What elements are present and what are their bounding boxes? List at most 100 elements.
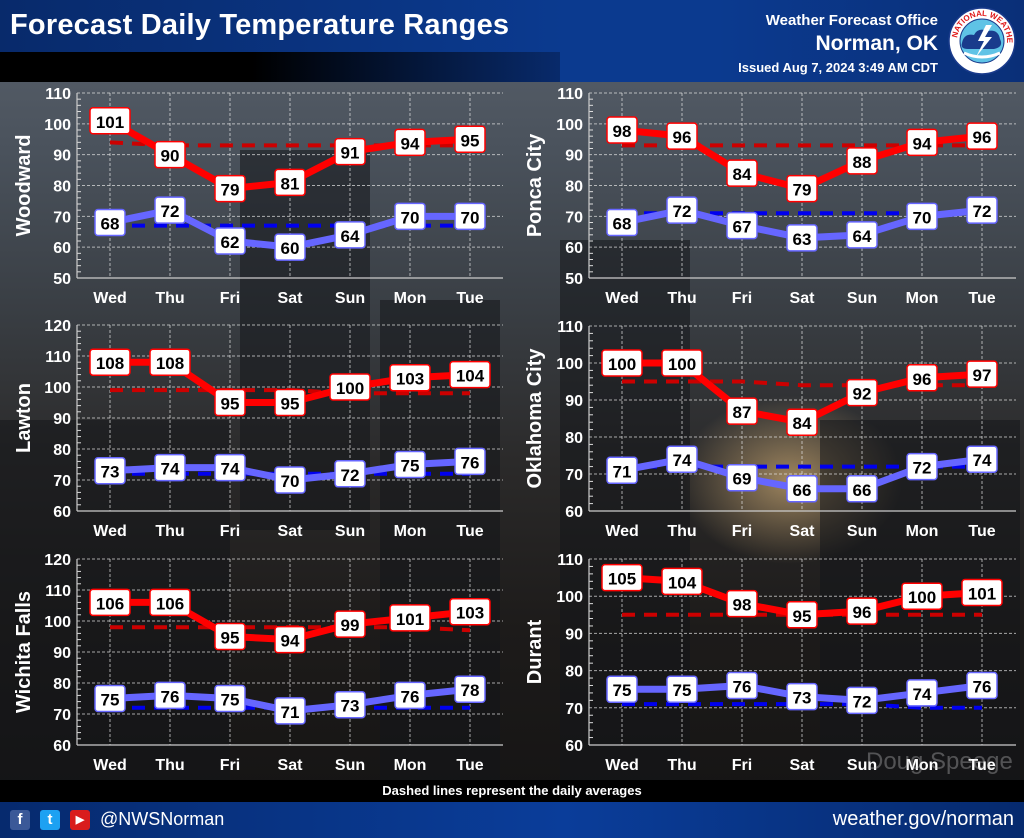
low-temp-point <box>94 456 126 485</box>
high-temp-point <box>449 597 491 626</box>
x-tick-label: Sun <box>847 757 877 774</box>
high-temp-label: 106 <box>156 594 184 613</box>
high-temp-point <box>961 578 1003 607</box>
website-link[interactable]: weather.gov/norman <box>832 808 1014 830</box>
photo-credit-watermark: Doug Speege <box>866 748 1013 775</box>
low-temp-point <box>726 671 758 700</box>
footer-bar: f t ▶ @NWSNorman weather.gov/norman <box>0 802 1024 838</box>
high-temp-label: 104 <box>668 573 697 592</box>
high-temp-point <box>846 378 878 407</box>
office-city: Norman, OK <box>815 32 938 55</box>
x-tick-label: Fri <box>220 523 240 540</box>
low-temp-label: 72 <box>853 692 872 711</box>
y-tick-label: 60 <box>565 738 583 755</box>
low-temp-point <box>274 233 306 261</box>
high-temp-point <box>89 348 131 376</box>
twitter-icon[interactable]: t <box>40 810 60 830</box>
high-temp-point <box>334 610 366 638</box>
high-temp-point <box>274 625 306 654</box>
low-temp-label: 73 <box>101 463 120 482</box>
high-temp-point <box>89 588 131 617</box>
high-temp-label: 91 <box>341 144 360 163</box>
x-tick-label: Fri <box>220 757 240 774</box>
issued-time: Issued Aug 7, 2024 3:49 AM CDT <box>738 60 938 75</box>
high-temp-point <box>661 349 703 377</box>
high-temp-label: 100 <box>336 379 364 398</box>
low-temp-label: 70 <box>401 208 420 227</box>
x-tick-label: Tue <box>968 523 995 540</box>
low-temp-label: 72 <box>673 202 692 221</box>
low-temp-label: 73 <box>341 697 360 716</box>
y-tick-label: 110 <box>45 86 71 103</box>
y-tick-label: 60 <box>565 240 583 257</box>
low-temp-label: 70 <box>913 208 932 227</box>
high-temp-label: 101 <box>968 584 996 603</box>
low-temp-point <box>846 686 878 715</box>
high-temp-point <box>274 388 306 417</box>
high-temp-label: 100 <box>908 588 936 607</box>
low-temp-point <box>454 202 486 231</box>
y-tick-label: 90 <box>565 393 583 410</box>
x-tick-label: Thu <box>667 290 696 307</box>
low-temp-point <box>606 456 638 485</box>
x-tick-label: Thu <box>155 757 184 774</box>
high-temp-label: 96 <box>673 128 692 147</box>
low-temp-label: 64 <box>853 227 872 246</box>
x-tick-label: Wed <box>93 757 126 774</box>
y-tick-label: 80 <box>53 179 71 196</box>
low-temp-point <box>274 697 306 725</box>
low-temp-point <box>846 221 878 249</box>
low-temp-point <box>274 466 306 494</box>
x-tick-label: Wed <box>605 290 638 307</box>
low-temp-point <box>454 447 486 476</box>
facebook-icon[interactable]: f <box>10 810 30 830</box>
low-temp-point <box>666 675 698 703</box>
chart-panel-oklahoma-city: 60 70 80 90 100 110 Wed Thu Fri Sat Sun Mon Tue Oklah… <box>524 319 1016 540</box>
x-tick-label: Fri <box>220 290 240 307</box>
y-tick-label: 70 <box>53 473 71 490</box>
y-tick-label: 100 <box>556 356 583 373</box>
high-temp-point <box>214 174 246 203</box>
low-temp-label: 76 <box>461 453 480 472</box>
high-temp-point <box>901 582 943 610</box>
footer-note-band <box>0 780 1024 802</box>
low-temp-label: 70 <box>281 472 300 491</box>
high-temp-label: 105 <box>608 570 636 589</box>
high-temp-label: 94 <box>281 632 300 651</box>
low-temp-label: 68 <box>101 215 120 234</box>
low-temp-label: 69 <box>733 470 752 489</box>
x-tick-label: Thu <box>155 290 184 307</box>
low-temp-point <box>966 671 998 700</box>
header-bar: Forecast Daily Temperature Ranges Weathe… <box>0 0 1024 82</box>
low-temp-label: 73 <box>793 689 812 708</box>
high-average-line <box>622 379 982 388</box>
youtube-icon[interactable]: ▶ <box>70 810 90 830</box>
low-temp-point <box>726 211 758 240</box>
y-tick-label: 60 <box>53 738 71 755</box>
high-temp-label: 99 <box>341 616 360 635</box>
y-tick-label: 50 <box>53 271 71 288</box>
low-temp-point <box>334 221 366 249</box>
high-temp-point <box>154 140 186 169</box>
x-tick-label: Fri <box>732 757 752 774</box>
low-temp-point <box>786 224 818 252</box>
low-temp-point <box>214 684 246 713</box>
high-temp-label: 97 <box>973 366 992 385</box>
y-tick-label: 60 <box>53 504 71 521</box>
x-tick-label: Sun <box>335 290 365 307</box>
high-temp-point <box>274 168 306 197</box>
low-temp-label: 74 <box>221 460 240 479</box>
high-temp-point <box>966 360 998 388</box>
high-temp-label: 79 <box>793 181 812 200</box>
high-temp-label: 100 <box>608 355 636 374</box>
high-temp-label: 108 <box>96 354 124 373</box>
chart-panel-woodward: 50 60 70 80 90 100 110 Wed Thu Fri Sat Sun Mon Tue Woo… <box>13 86 503 307</box>
high-temp-label: 94 <box>401 134 420 153</box>
low-temp-label: 74 <box>973 451 992 470</box>
high-temp-label: 96 <box>853 603 872 622</box>
y-tick-label: 120 <box>44 552 71 569</box>
high-temp-label: 101 <box>396 610 424 629</box>
y-tick-label: 60 <box>565 504 583 521</box>
low-temp-point <box>846 475 878 503</box>
social-handle[interactable]: @NWSNorman <box>100 809 225 829</box>
